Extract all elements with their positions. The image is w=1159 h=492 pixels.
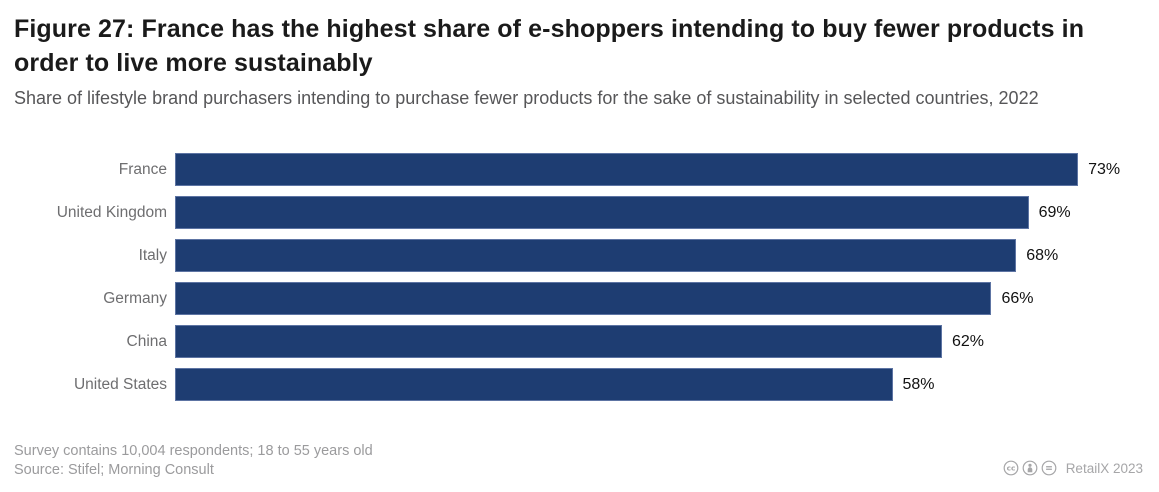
bar-row: Germany 66% <box>0 282 1159 315</box>
chart-subtitle: Share of lifestyle brand purchasers inte… <box>14 88 1039 108</box>
bar <box>175 153 1079 186</box>
bar <box>175 196 1029 229</box>
bar-track: 58% <box>175 368 1145 401</box>
country-label: Germany <box>103 289 167 307</box>
value-label: 58% <box>902 375 935 393</box>
value-label: 66% <box>1001 289 1034 307</box>
bar-row: France 73% <box>0 153 1159 186</box>
bar-track: 69% <box>175 196 1145 229</box>
country-label: Italy <box>138 246 167 264</box>
value-label: 69% <box>1038 203 1071 221</box>
bar-chart: France 73% United Kingdom 69% Italy 68% German… <box>0 153 1159 411</box>
bar-track: 62% <box>175 325 1145 358</box>
bar-track: 68% <box>175 239 1145 272</box>
value-label: 73% <box>1088 160 1121 178</box>
bar-track: 73% <box>175 153 1145 186</box>
bar <box>175 239 1017 272</box>
bar-track: 66% <box>175 282 1145 315</box>
country-label: France <box>118 160 167 178</box>
bar-row: United Kingdom 69% <box>0 196 1159 229</box>
bar-row: Italy 68% <box>0 239 1159 272</box>
credit-label: RetailX 2023 <box>1065 460 1143 476</box>
bar <box>175 368 893 401</box>
cc-icon: cc <box>1003 460 1019 476</box>
chart-footnote: Survey contains 10,004 respondents; 18 t… <box>14 442 373 479</box>
source-note: Source: Stifel; Morning Consult <box>14 461 214 478</box>
survey-note: Survey contains 10,004 respondents; 18 t… <box>14 443 373 459</box>
value-label: 62% <box>951 332 985 350</box>
country-label: United States <box>73 375 167 393</box>
country-label: China <box>126 332 168 350</box>
svg-text:cc: cc <box>1006 464 1015 473</box>
bar-row: China 62% <box>0 325 1159 358</box>
bar <box>175 325 942 358</box>
license-credit: cc RetailX 2023 <box>1003 460 1143 476</box>
chart-title: Figure 27: France has the highest share … <box>14 15 1085 77</box>
cc-nd-icon <box>1041 460 1057 476</box>
value-label: 68% <box>1026 246 1059 264</box>
cc-by-icon <box>1022 460 1038 476</box>
country-label: United Kingdom <box>56 203 167 221</box>
bar-row: United States 58% <box>0 368 1159 401</box>
bar <box>175 282 992 315</box>
